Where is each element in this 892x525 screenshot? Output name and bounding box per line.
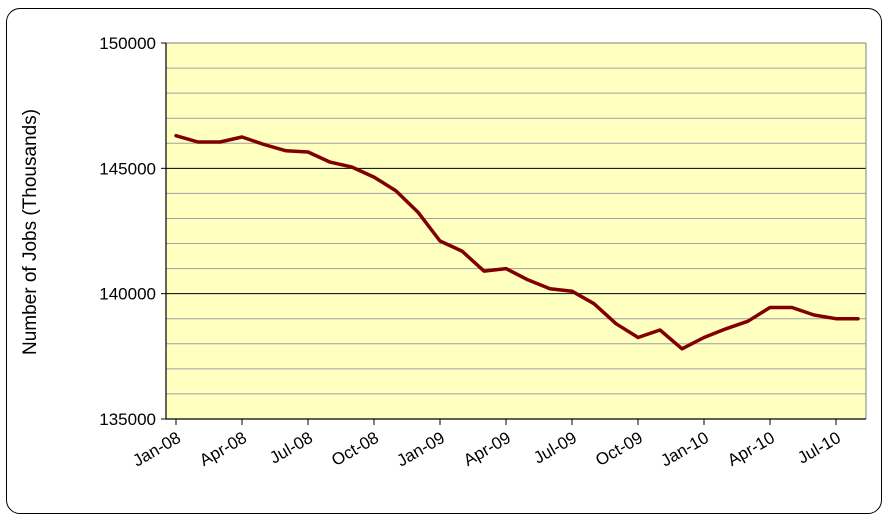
x-tick-label: Jan-10 <box>657 428 712 470</box>
x-tick-label: Apr-10 <box>724 428 778 470</box>
x-tick-label: Jul-10 <box>794 428 844 468</box>
grid-lines <box>166 42 867 419</box>
y-tick-label: 145000 <box>99 159 156 178</box>
series-line <box>174 133 860 351</box>
y-tick-label: 140000 <box>99 285 156 304</box>
x-tick-label: Oct-08 <box>328 428 382 470</box>
y-axis-title: Number of Jobs (Thousands) <box>20 109 41 355</box>
y-tick-label: 135000 <box>99 410 156 429</box>
axes <box>161 42 866 425</box>
y-tick-label: 150000 <box>99 34 156 53</box>
x-tick-label: Jan-08 <box>129 428 184 470</box>
x-tick-labels: Jan-08 Apr-08 Jul-08 Oct-08 Jan-09 Apr-09 Jul-… <box>129 428 844 470</box>
x-tick-label: Apr-09 <box>460 428 514 470</box>
series-layer <box>174 133 860 351</box>
x-tick-label: Apr-08 <box>196 428 250 470</box>
y-tick-labels: 135000 140000 145000 150000 <box>99 34 156 429</box>
x-tick-label: Jul-08 <box>266 428 316 468</box>
x-tick-label: Oct-09 <box>592 428 646 470</box>
plot-area <box>166 43 866 419</box>
x-tick-label: Jan-09 <box>393 428 448 470</box>
x-tick-label: Jul-09 <box>530 428 580 468</box>
